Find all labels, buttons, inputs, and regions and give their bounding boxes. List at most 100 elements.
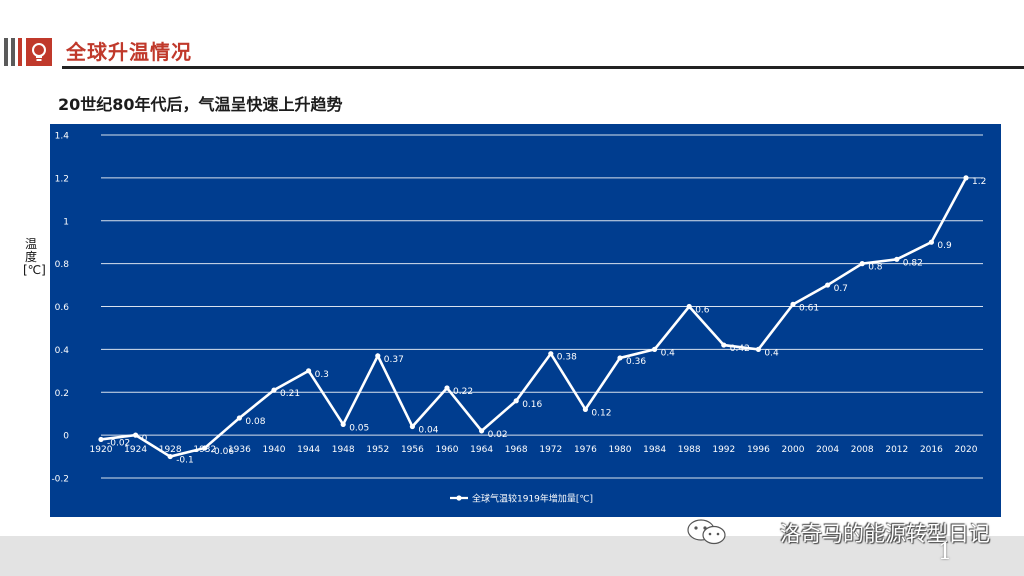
x-tick-label: 1996 (747, 445, 770, 455)
data-point (928, 239, 935, 245)
lightbulb-icon (26, 38, 52, 66)
series-line-path (100, 177, 968, 458)
y-tick-label: 0.2 (55, 389, 69, 399)
data-point (133, 432, 139, 438)
data-point (825, 282, 831, 288)
decor-bar (11, 38, 15, 66)
data-point (375, 353, 381, 359)
y-tick-label: 0.4 (55, 346, 70, 356)
data-label: 0.02 (488, 430, 508, 440)
y-tick-label: 0 (63, 432, 69, 442)
x-tick-label: 1976 (574, 445, 597, 455)
x-tick-label: 1980 (609, 445, 632, 455)
x-tick-label: 1956 (401, 445, 424, 455)
data-point (617, 355, 623, 361)
data-point (755, 346, 762, 352)
x-tick-label: 1940 (263, 445, 286, 455)
data-point (790, 301, 796, 307)
data-label: 0.4 (661, 348, 676, 358)
y-tick-label: 1.4 (55, 132, 70, 142)
data-point (409, 423, 415, 430)
x-tick-label: 2016 (920, 445, 943, 455)
data-label: 1.2 (972, 177, 986, 187)
chart-panel: -0.2 0 0.2 0.4 0.6 0.8 1 1.2 1.4 1920 1924 1928 193… (50, 124, 1001, 517)
data-point (98, 436, 104, 443)
data-label: 0.12 (591, 408, 611, 418)
x-tick-label: 1988 (678, 445, 701, 455)
x-tick-label: 2020 (955, 445, 978, 455)
x-tick-label: 1984 (643, 445, 666, 455)
slide-subtitle: 20世纪80年代后，气温呈快速上升趋势 (58, 95, 343, 114)
data-point (236, 415, 242, 421)
x-tick-label: 1992 (712, 445, 735, 455)
footer-bar (0, 536, 1024, 576)
y-tick-label: 1 (63, 217, 69, 227)
data-point (444, 385, 450, 391)
header-decoration (4, 38, 22, 66)
data-point (686, 303, 692, 310)
legend: 全球气温较1919年增加量[℃] (450, 493, 593, 505)
data-label: 0.37 (384, 355, 404, 365)
watermark-text: 洛奇马的能源转型日记 (780, 522, 990, 546)
line-chart: -0.2 0 0.2 0.4 0.6 0.8 1 1.2 1.4 1920 1924 1928 193… (51, 132, 986, 505)
y-tick-label: 0.6 (55, 303, 70, 313)
data-label: 0.6 (695, 306, 710, 316)
data-point (721, 342, 727, 348)
x-tick-label: 1972 (539, 445, 562, 455)
data-point (271, 387, 277, 393)
data-point (202, 445, 208, 451)
data-point (582, 406, 589, 412)
data-label: 0.36 (626, 357, 646, 367)
decor-bar (18, 38, 22, 66)
y-tick-label: -0.2 (51, 475, 69, 485)
legend-marker (456, 495, 462, 501)
data-label: 0.9 (937, 241, 952, 251)
data-point (513, 398, 519, 404)
data-label: 0.04 (418, 426, 438, 436)
data-label: 0.16 (522, 400, 542, 410)
x-tick-label: 1964 (470, 445, 493, 455)
data-label: 0.22 (453, 387, 473, 397)
data-point (652, 346, 658, 352)
decor-bar (4, 38, 8, 66)
data-label: 0.08 (245, 417, 265, 427)
wechat-icon (687, 519, 726, 545)
data-label: 0.3 (315, 370, 329, 380)
x-tick-label: 1948 (332, 445, 355, 455)
x-tick-label: 1936 (228, 445, 251, 455)
data-label: -0.1 (176, 456, 194, 466)
data-label: 0.05 (349, 423, 369, 433)
x-tick-label: 1960 (436, 445, 459, 455)
data-point (340, 421, 346, 428)
data-label: 0.21 (280, 389, 300, 399)
x-tick-label: 1924 (124, 445, 147, 455)
series-line (100, 177, 968, 458)
x-tick-label: 2000 (782, 445, 805, 455)
data-label: 0 (142, 434, 148, 444)
y-axis-label: 温度[℃] (23, 237, 46, 277)
data-label: 0.42 (730, 344, 750, 354)
y-tick-label: 1.2 (55, 174, 69, 184)
x-tick-label: 1928 (159, 445, 182, 455)
legend-label: 全球气温较1919年增加量[℃] (472, 493, 593, 505)
page-title: 全球升温情况 (66, 40, 192, 64)
data-point (894, 256, 900, 262)
grid-lines (101, 134, 983, 479)
x-tick-label: 2004 (816, 445, 839, 455)
data-label: 0.82 (903, 258, 923, 268)
data-label: 0.7 (834, 284, 848, 294)
x-tick-label: 2012 (885, 445, 908, 455)
data-label: 0.38 (557, 353, 577, 363)
data-point (306, 368, 312, 374)
data-label: 0.8 (868, 263, 883, 273)
x-tick-label: 2008 (851, 445, 874, 455)
x-tick-label: 1952 (366, 445, 389, 455)
x-tick-label: 1968 (505, 445, 528, 455)
x-tick-label: 1944 (297, 445, 320, 455)
data-label: 0.61 (799, 303, 819, 313)
data-point (167, 453, 173, 460)
page-number: 1 (938, 540, 952, 565)
header-divider (62, 66, 1024, 69)
data-point (963, 175, 969, 181)
data-point (859, 261, 865, 267)
